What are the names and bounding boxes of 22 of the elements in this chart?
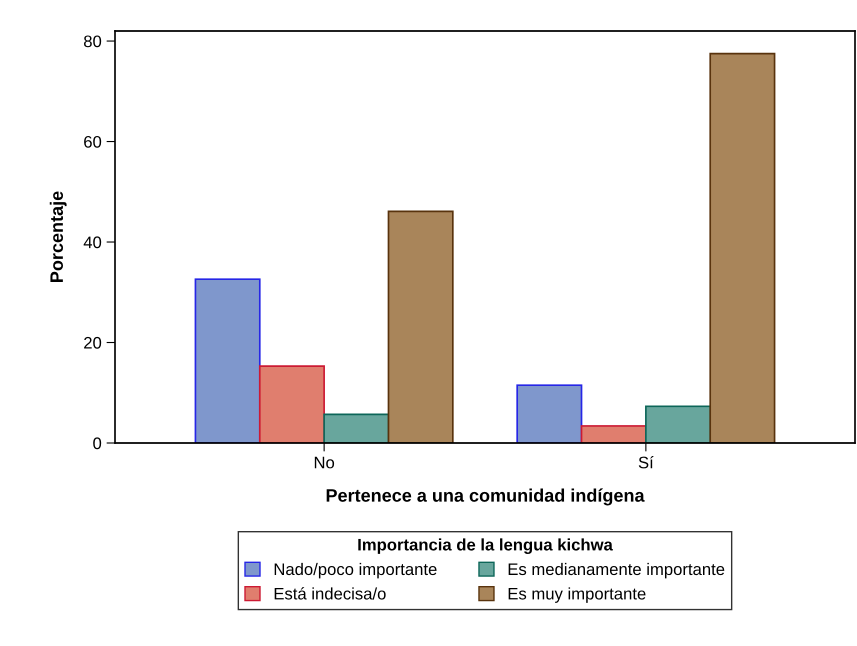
legend-label: Nado/poco importante <box>274 562 437 578</box>
x-tick-label: No <box>314 456 334 468</box>
bar <box>516 384 582 443</box>
bar <box>645 405 712 443</box>
y-tick-label: 0 <box>93 437 102 450</box>
legend-label: Es muy importante <box>508 587 646 603</box>
bar <box>258 365 325 443</box>
legend-title: Importancia de la lengua kichwa <box>358 538 613 554</box>
bar <box>388 210 454 443</box>
legend-label: Está indecisa/o <box>274 587 386 600</box>
x-tick-label: Sí <box>638 456 654 468</box>
y-tick-label: 80 <box>84 35 102 48</box>
y-axis-title: Porcentaje <box>50 191 67 282</box>
bar <box>194 278 261 443</box>
legend-label: Es medianamente importante <box>508 562 724 578</box>
bar <box>580 425 647 443</box>
x-axis-title: Pertenece a una comunidad indígena <box>326 488 645 506</box>
y-tick-label: 20 <box>84 336 102 349</box>
y-tick-label: 60 <box>84 136 102 148</box>
bar <box>323 414 390 443</box>
bar <box>709 52 776 443</box>
y-tick-label: 40 <box>84 236 102 248</box>
